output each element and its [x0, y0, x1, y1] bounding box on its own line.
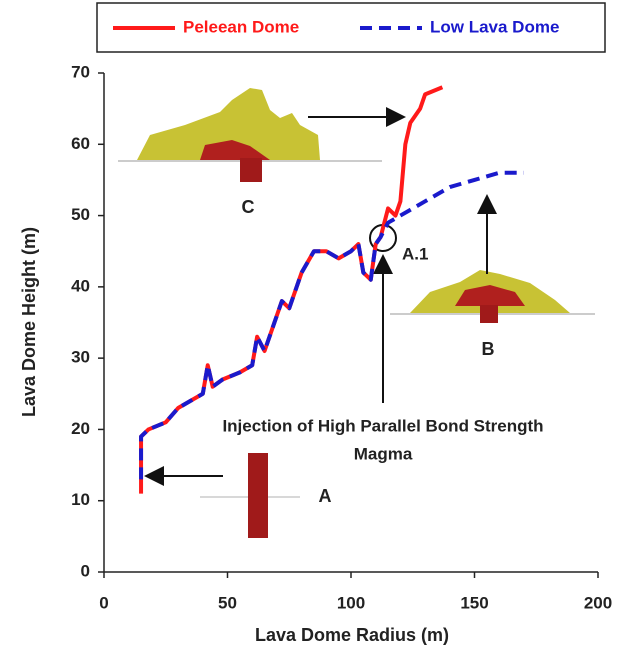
arrows — [144, 107, 497, 486]
annotation: C — [242, 197, 255, 217]
y-tick-label: 30 — [71, 348, 90, 367]
annotation: A.1 — [402, 244, 428, 263]
legend-label: Low Lava Dome — [430, 17, 559, 36]
x-axis-title: Lava Dome Radius (m) — [255, 625, 449, 645]
data-line — [139, 170, 524, 480]
annotation: Magma — [354, 444, 413, 463]
y-tick-label: 40 — [71, 276, 90, 295]
dome-b-image — [390, 270, 595, 323]
annotation: B — [482, 339, 495, 359]
dome-c-image — [118, 88, 382, 182]
x-tick-label: 150 — [460, 593, 488, 612]
y-tick-label: 60 — [71, 134, 90, 153]
y-tick-label: 70 — [71, 62, 90, 81]
x-tick-label: 200 — [584, 593, 612, 612]
x-tick-label: 0 — [99, 593, 108, 612]
annotation: Injection of High Parallel Bond Strength — [222, 416, 543, 435]
x-tick-label: 50 — [218, 593, 237, 612]
y-tick-label: 20 — [71, 419, 90, 438]
legend-box — [96, 2, 606, 53]
annotation: A — [319, 486, 332, 506]
x-tick-label: 100 — [337, 593, 365, 612]
y-tick-label: 50 — [71, 205, 90, 224]
legend-label: Peleean Dome — [183, 17, 299, 36]
y-tick-label: 0 — [81, 561, 90, 580]
y-axis-title: Lava Dome Height (m) — [19, 227, 39, 417]
y-tick-label: 10 — [71, 490, 90, 509]
dome-a-image — [200, 453, 300, 538]
